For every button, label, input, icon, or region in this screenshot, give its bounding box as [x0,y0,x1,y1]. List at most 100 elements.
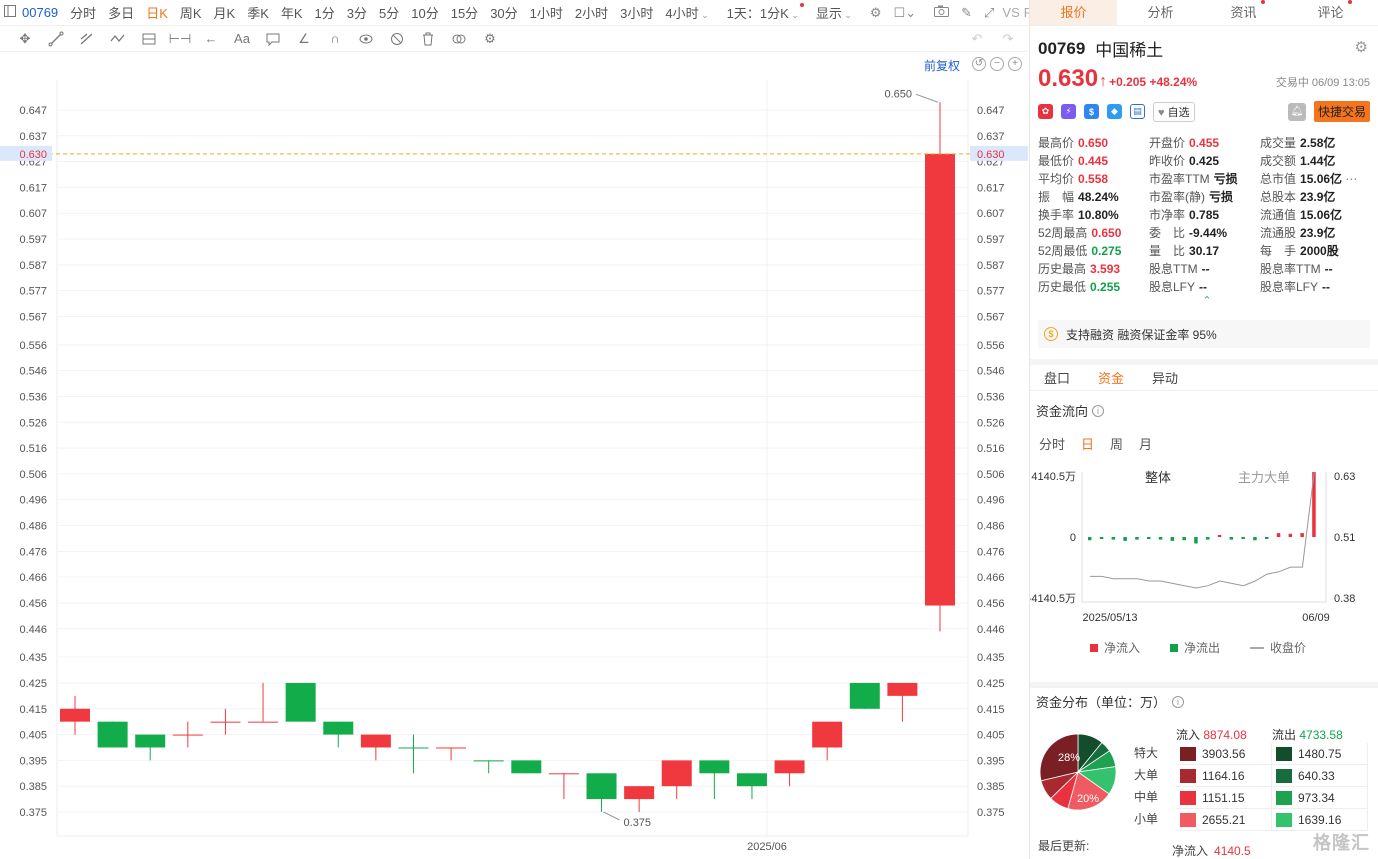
period-2h[interactable]: 2小时 [574,6,609,21]
net-inflow-value: 4140.5 [1214,844,1251,858]
period-weekly-k[interactable]: 周K [179,6,202,21]
y-tick-left: 0.617 [19,182,47,194]
stat-item: 委 比 -9.44% [1149,224,1260,242]
period-15min[interactable]: 15分 [450,6,479,21]
tab-movement[interactable]: 异动 [1152,371,1179,386]
camera-icon[interactable] [928,5,955,20]
redo-icon[interactable]: ↷ [1002,30,1014,46]
angle-tool-icon[interactable]: ∠ [298,30,310,46]
eye-icon[interactable] [355,28,377,50]
comment-tool-icon[interactable] [262,28,284,50]
channel-tool-icon[interactable] [76,28,98,50]
period-1h[interactable]: 1小时 [529,6,563,21]
low-annotation-line [603,811,620,821]
inflow-value: 3903.56 [1202,746,1246,761]
gear-icon[interactable]: ⚙ [1354,39,1368,56]
price-change: +0.205 +48.24% [1109,75,1197,89]
candle-body [511,760,542,774]
fib-tool-icon[interactable] [138,28,160,50]
stock-code-tab[interactable]: 00769 [22,5,59,20]
text-tool-icon[interactable]: Aa [234,31,250,46]
adjust-mode-button[interactable]: 前复权 [923,59,960,73]
layout-icon[interactable] [0,5,18,20]
period-1min[interactable]: 1分 [314,6,335,21]
period-yearly-k[interactable]: 年K [280,6,303,21]
chevron-up-icon[interactable]: ⌃ [1202,295,1212,307]
arrow-tool-icon[interactable]: ← [204,31,218,46]
more-icon[interactable]: ⋯ [1342,172,1358,186]
stat-item: 市净率 0.785 [1149,206,1260,224]
stat-value: 30.17 [1189,244,1220,258]
quick-trade-button[interactable]: 快捷交易 [1313,101,1370,122]
trash-icon[interactable] [417,28,439,50]
pie-slice [1039,733,1079,782]
line-tool-icon[interactable] [45,28,67,50]
bell-icon[interactable]: 🔔︎ [1287,102,1306,121]
measure-tool-icon[interactable]: ⊢⊣ [168,30,192,46]
period-multiday[interactable]: 多日 [108,6,135,21]
candle [360,734,391,761]
watermark-logo: 格隆汇 [1313,833,1370,853]
undo-icon[interactable]: ↶ [971,30,983,46]
y-tick-right: 0.516 [977,443,1005,455]
stat-value: -- [1324,262,1333,276]
inflow-value: 2655.21 [1202,812,1246,827]
stat-label: 股息TTM [1149,262,1198,276]
chevron-down-icon: ⌄ [841,10,852,20]
net-inflow-label: 净流入 [1172,844,1209,858]
pencil-icon[interactable]: ✎ [961,4,972,20]
period-daily-k[interactable]: 日K [146,6,168,21]
settings-icon[interactable]: ⚙ [869,4,882,20]
move-cross-icon[interactable]: ✥ [19,30,31,46]
quote-panel: 报价 分析 资讯 评论 00769 中国稀土 ⚙ 0.630 ↑ +0.205 … [1029,0,1378,859]
price-row: 0.630 ↑ +0.205 +48.24% 交易中 06/09 13:05 [1038,65,1370,93]
candle [60,695,90,735]
add-watchlist-button[interactable]: ♥ 自选 [1153,101,1195,122]
candle-body [736,773,767,787]
zoom-out-icon[interactable]: − [990,57,1004,71]
reset-icon[interactable]: ↺ [972,57,986,71]
flow-period-day[interactable]: 日 [1081,437,1095,452]
period-30min[interactable]: 30分 [490,6,518,21]
compare-icon[interactable] [448,28,470,50]
tab-quote[interactable]: 报价 [1030,0,1117,25]
toolbar-settings-icon[interactable]: ⚙ [484,30,496,46]
period-5min[interactable]: 5分 [379,6,400,21]
tab-capital[interactable]: 资金 [1098,371,1125,386]
flow-mode-main[interactable]: 主力大单 [1237,470,1290,485]
flow-period-week[interactable]: 周 [1110,437,1124,452]
tab-analysis[interactable]: 分析 [1147,5,1174,20]
info-icon[interactable]: i [1092,404,1105,417]
period-fenshi[interactable]: 分时 [70,6,97,21]
fullscreen-icon[interactable]: ⤢ [984,4,995,20]
tab-comments[interactable]: 评论 [1291,0,1378,25]
candle [548,773,579,800]
net-inflow: 净流入 4140.5 [1172,842,1251,859]
zigzag-tool-icon[interactable] [107,28,129,50]
display-dropdown[interactable]: 显示 ⌄ [810,3,858,22]
tab-orderbook[interactable]: 盘口 [1044,371,1071,386]
y-tick-left: 0.425 [19,678,47,690]
capital-flow-chart: 4140.5万 0 -4140.5万 0.63 0.51 0.38 2025/05/13 06… [1030,471,1355,624]
magnet-icon[interactable]: ∩ [330,31,340,46]
period-10min[interactable]: 10分 [411,6,439,21]
period-3min[interactable]: 3分 [346,6,368,21]
margin-text: 支持融资 融资保证金率 95% [1066,327,1217,342]
hide-icon[interactable] [386,28,408,50]
multi-chart-dropdown[interactable]: 1天：1分K ⌄ [721,3,810,22]
period-quarterly-k[interactable]: 季K [247,6,269,21]
tab-news[interactable]: 资讯 [1204,0,1291,25]
period-3h[interactable]: 3小时 [620,6,654,21]
period-monthly-k[interactable]: 月K [213,6,236,21]
chevron-down-icon: ⌄ [788,10,799,20]
vs-compare-button[interactable]: VS [1002,5,1020,20]
flow-period-month[interactable]: 月 [1139,437,1153,452]
zoom-in-icon[interactable]: + [1008,57,1022,71]
period-4h-dropdown[interactable]: 4小时 ⌄ [659,3,714,22]
info-icon[interactable]: i [1172,695,1185,708]
chart-style-icon[interactable]: ☐⌄ [893,4,917,20]
kline-chart[interactable]: 0.647 0.647 0.637 0.637 0.627 0.627 0.617 0.617… [0,52,1028,859]
flow-mode-overall[interactable]: 整体 [1144,470,1171,485]
display-label: 显示 [815,6,842,21]
flow-period-intraday[interactable]: 分时 [1039,437,1066,452]
